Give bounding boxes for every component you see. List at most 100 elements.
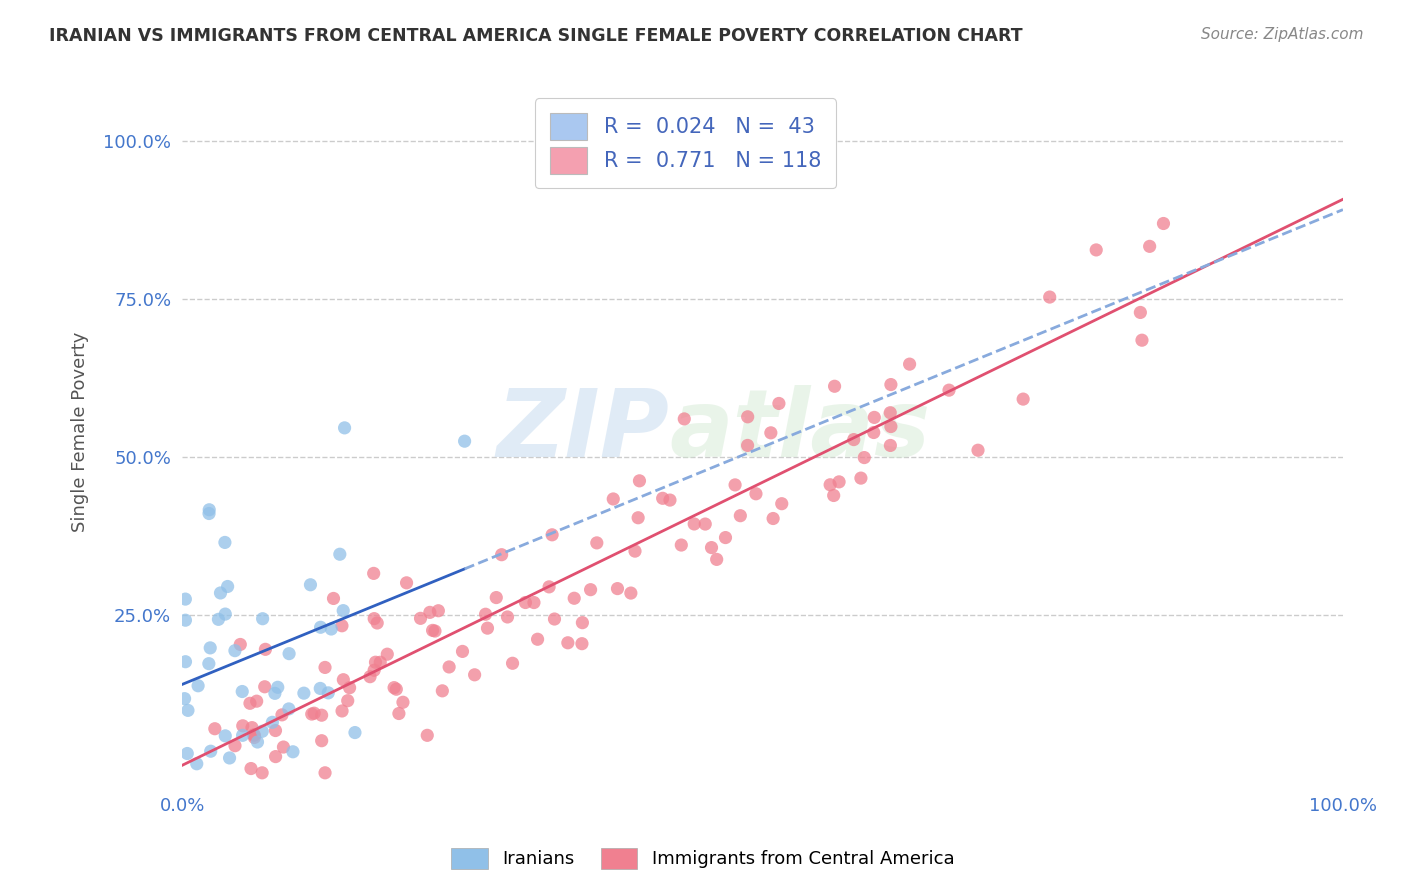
Point — [427, 604, 450, 618]
Point — [515, 595, 537, 609]
Point — [737, 438, 759, 452]
Point — [173, 691, 195, 706]
Point — [240, 721, 263, 735]
Point — [264, 686, 287, 700]
Point — [302, 706, 325, 721]
Point — [620, 586, 643, 600]
Legend: Iranians, Immigrants from Central America: Iranians, Immigrants from Central Americ… — [444, 840, 962, 876]
Point — [627, 510, 650, 524]
Point — [229, 637, 252, 651]
Point — [770, 497, 793, 511]
Point — [375, 647, 398, 661]
Point — [186, 756, 208, 771]
Point — [392, 695, 415, 709]
Point — [880, 377, 903, 392]
Legend: R =  0.024   N =  43, R =  0.771   N = 118: R = 0.024 N = 43, R = 0.771 N = 118 — [536, 98, 835, 188]
Point — [606, 582, 628, 596]
Point — [301, 707, 323, 722]
Point — [706, 552, 728, 566]
Point — [277, 702, 299, 716]
Point — [385, 682, 408, 697]
Point — [299, 578, 322, 592]
Point — [232, 728, 254, 742]
Point — [364, 655, 387, 669]
Point — [863, 410, 886, 425]
Point — [762, 511, 785, 525]
Point — [271, 707, 294, 722]
Point — [474, 607, 496, 622]
Point — [464, 668, 486, 682]
Point — [332, 604, 354, 618]
Point — [246, 694, 269, 708]
Point — [571, 615, 593, 630]
Point — [254, 642, 277, 657]
Point — [332, 673, 354, 687]
Point — [1085, 243, 1108, 257]
Point — [628, 474, 651, 488]
Point — [695, 516, 717, 531]
Point — [526, 632, 548, 647]
Point — [1039, 290, 1062, 304]
Point — [602, 491, 624, 506]
Point — [419, 606, 441, 620]
Point — [451, 644, 474, 658]
Point — [314, 660, 336, 674]
Point — [579, 582, 602, 597]
Point — [207, 612, 229, 626]
Point — [683, 516, 706, 531]
Point — [862, 425, 884, 440]
Point — [267, 681, 290, 695]
Point — [1129, 305, 1152, 319]
Point — [541, 528, 564, 542]
Point — [264, 723, 287, 738]
Point — [671, 538, 693, 552]
Point — [967, 443, 990, 458]
Point — [557, 636, 579, 650]
Point — [409, 611, 432, 625]
Point — [768, 396, 790, 410]
Point — [432, 683, 454, 698]
Point — [339, 681, 361, 695]
Point — [363, 612, 385, 626]
Point — [562, 591, 585, 606]
Point — [714, 531, 737, 545]
Point — [309, 620, 332, 634]
Point — [879, 406, 901, 420]
Point — [382, 681, 405, 695]
Point — [453, 434, 475, 449]
Point — [359, 670, 381, 684]
Point — [232, 719, 254, 733]
Point — [538, 580, 561, 594]
Point — [200, 640, 222, 655]
Point — [879, 438, 901, 452]
Point — [368, 655, 391, 669]
Text: Source: ZipAtlas.com: Source: ZipAtlas.com — [1201, 27, 1364, 42]
Point — [1130, 333, 1153, 347]
Point — [343, 725, 366, 739]
Point — [502, 657, 524, 671]
Point — [198, 507, 221, 521]
Point — [880, 419, 903, 434]
Point — [174, 613, 197, 627]
Text: atlas: atlas — [669, 385, 931, 477]
Point — [198, 502, 221, 516]
Point — [824, 379, 846, 393]
Point — [204, 722, 226, 736]
Point — [330, 704, 353, 718]
Point — [253, 680, 276, 694]
Point — [218, 751, 240, 765]
Point — [759, 425, 782, 440]
Point — [737, 409, 759, 424]
Point — [1139, 239, 1161, 253]
Point — [177, 703, 200, 717]
Text: IRANIAN VS IMMIGRANTS FROM CENTRAL AMERICA SINGLE FEMALE POVERTY CORRELATION CHA: IRANIAN VS IMMIGRANTS FROM CENTRAL AMERI… — [49, 27, 1022, 45]
Point — [243, 728, 266, 742]
Point — [624, 544, 647, 558]
Point — [176, 747, 198, 761]
Point — [278, 647, 301, 661]
Point — [273, 739, 295, 754]
Point — [818, 477, 841, 491]
Point — [262, 715, 284, 730]
Point — [309, 681, 332, 696]
Point — [214, 729, 236, 743]
